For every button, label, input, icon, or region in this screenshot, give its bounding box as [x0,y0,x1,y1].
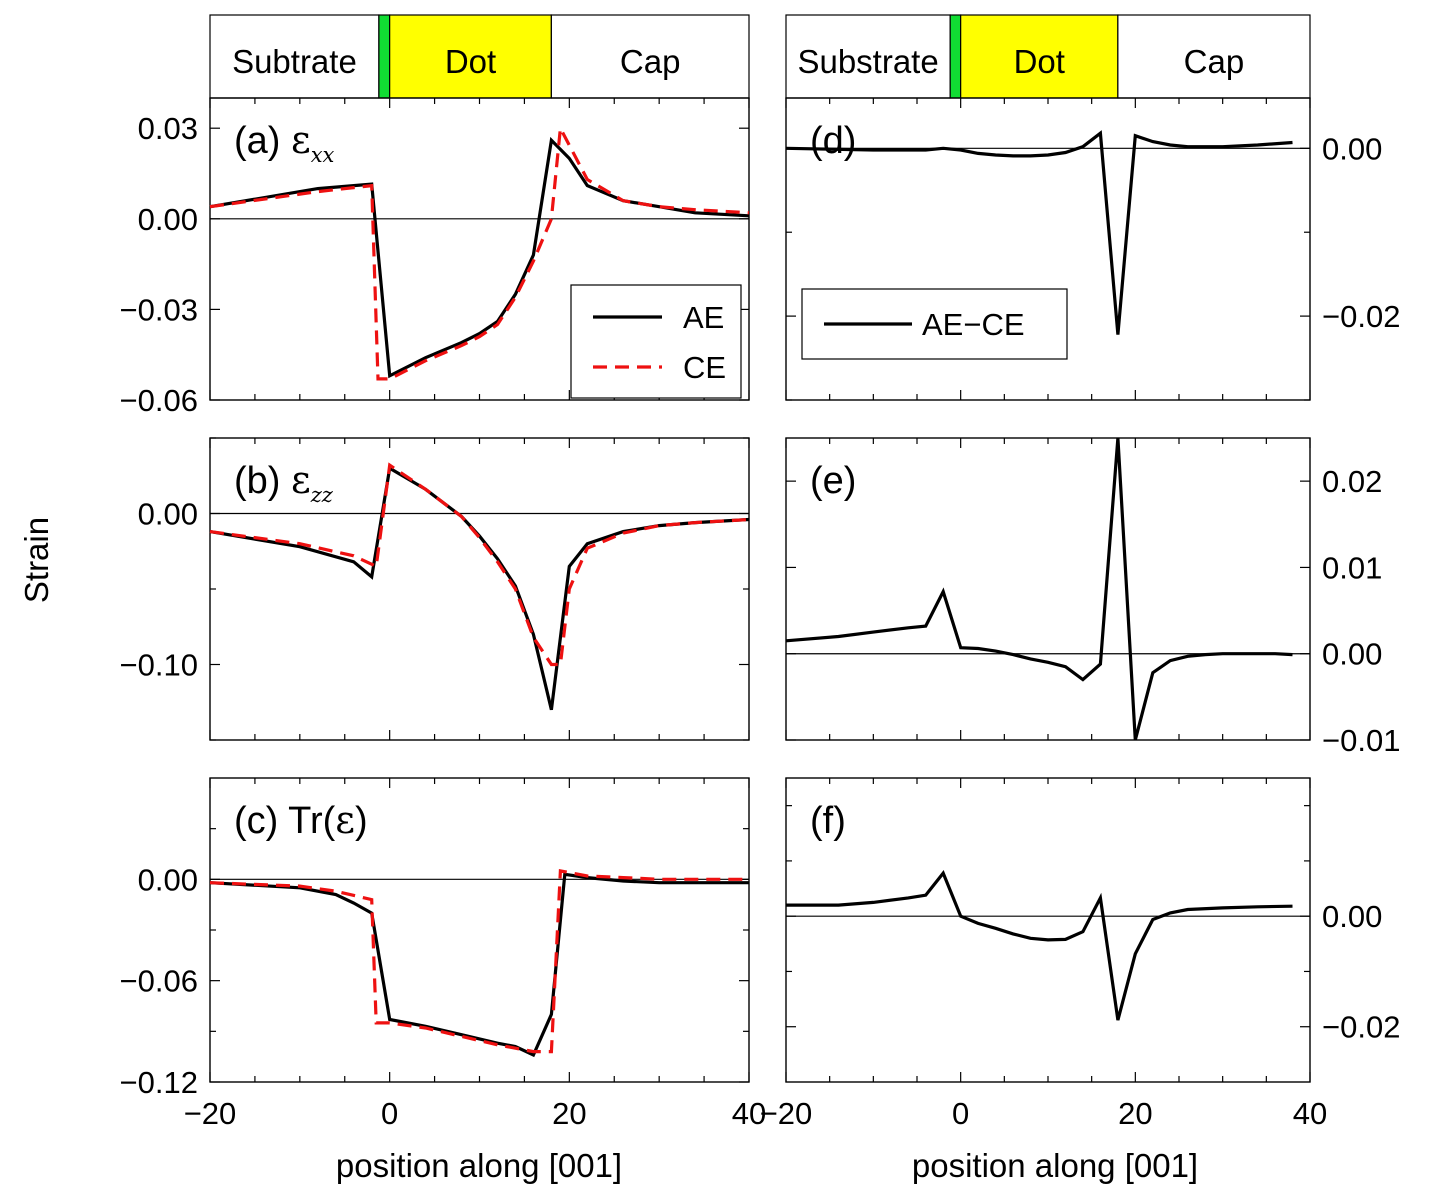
right-region-wetting-layer [949,14,962,99]
y-tick-label: −0.10 [120,648,198,683]
left-region-wetting-layer [378,14,391,99]
series-ce-line [209,462,750,667]
y-tick-label: −0.06 [120,964,198,999]
panel-b: 0.00 −0.10 (b) εzz [120,437,750,741]
y-tick-label: −0.12 [120,1065,198,1100]
y-tick-label: 0.00 [1322,131,1382,166]
right-region-label: Substrate [797,43,938,80]
y-tick-label: −0.02 [1322,1010,1400,1045]
x-tick-label: 20 [552,1096,586,1131]
left-region-label: Subtrate [232,43,357,80]
series-ce-line [209,122,750,381]
right-region-dot [960,14,1119,99]
panel-e: 0.02 0.01 0.00 −0.01 (e) [785,437,1400,758]
series-ae-line [786,869,1293,1021]
y-tick-label: 0.03 [138,111,198,146]
y-tick-label: 0.00 [138,862,198,897]
y-tick-label: 0.00 [1322,637,1382,672]
panel-label: (d) [810,120,856,162]
y-tick-label: −0.01 [1322,723,1400,758]
series-ae-line [209,872,749,1058]
panel-d: 0.00 −0.02 (d) [785,97,1400,401]
left-region-label: Dot [445,43,496,80]
y-tick-label: −0.02 [1322,299,1400,334]
x-tick-label: 20 [1118,1096,1152,1131]
panel-a: 0.03 0.00 −0.03 −0.06 (a) εxx [120,97,750,418]
panel-c: −20 0 20 40 0.00 −0.06 −0.12 (c) Tr(ε) [120,777,766,1131]
legend-a-box [570,284,742,399]
y-tick-label: 0.00 [138,202,198,237]
x-tick-label: 0 [952,1096,969,1131]
panel-label: (c) Tr(ε) [234,798,368,842]
x-tick-label: 0 [381,1096,398,1131]
series-ae-line [785,437,1293,741]
x-axis-title-right: position along [001] [912,1147,1198,1184]
region-bars: Subtrate Dot Cap Substrate Dot Cap [209,14,1311,99]
x-axis-title-left: position along [001] [336,1147,622,1184]
y-tick-label: 0.00 [1322,899,1382,934]
legend-diff-label: AE−CE [922,307,1025,342]
x-tick-label: −20 [184,1096,237,1131]
right-region-label: Cap [1184,43,1245,80]
series-ce-line [209,868,749,1054]
y-tick-label: 0.01 [1322,550,1382,585]
right-region-cap [1117,14,1311,99]
left-region-label: Cap [620,43,681,80]
x-tick-label: −20 [760,1096,813,1131]
y-tick-label: −0.06 [120,383,198,418]
panel-label: (b) εzz [234,458,334,507]
x-tick-label: 40 [732,1096,766,1131]
series-ae-line [209,465,750,711]
right-region-label: Dot [1014,43,1065,80]
legends: AE CE AE−CE [570,284,1068,399]
panels: 0.03 0.00 −0.03 −0.06 (a) εxx 0.00 −0.10 (b) εz… [120,97,1400,1131]
y-tick-label: −0.03 [120,292,198,327]
legend-ae-label: AE [683,300,724,335]
panel-label: (a) εxx [234,118,335,167]
y-tick-label: 0.00 [138,497,198,532]
y-tick-label: 0.02 [1322,464,1382,499]
right-region-substrate [785,14,951,99]
series-ae-line [209,136,750,379]
left-region-cap [550,14,750,99]
left-region-subtrate [209,14,380,99]
left-region-dot [389,14,552,99]
y-axis-title: Strain [18,517,55,603]
panel-frame [785,777,1311,1083]
panel-label: (e) [810,460,856,502]
x-tick-label: 40 [1293,1096,1327,1131]
legend-ce-label: CE [683,350,726,385]
panel-frame [785,437,1311,741]
panel-f: −20 0 20 40 0.00 −0.02 (f) [760,777,1400,1131]
panel-label: (f) [810,800,846,842]
series-ae-line [785,130,1293,335]
